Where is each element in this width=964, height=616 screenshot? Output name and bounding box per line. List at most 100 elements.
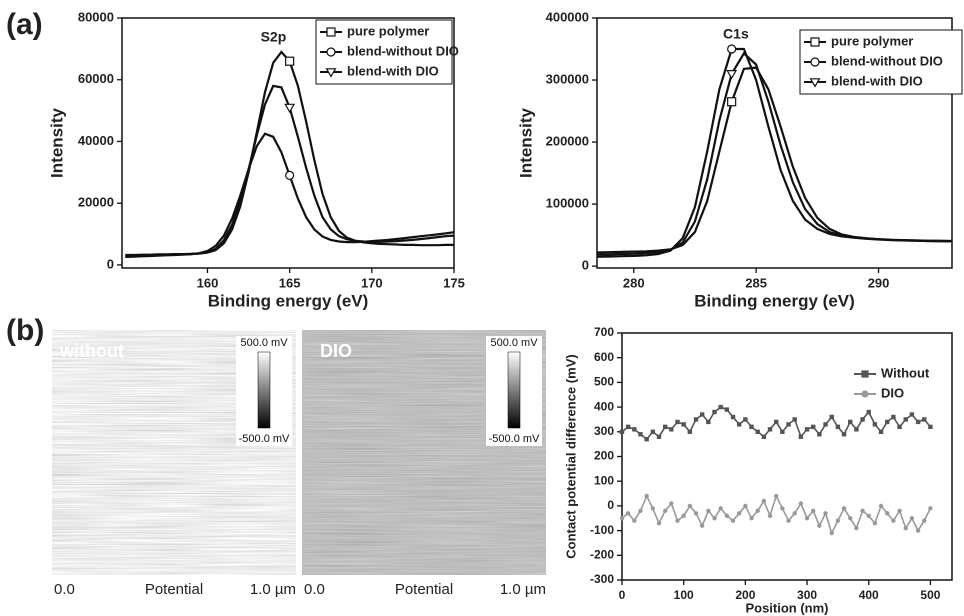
y-tick-label: -200 bbox=[590, 547, 614, 561]
marker bbox=[761, 498, 767, 504]
marker bbox=[656, 520, 662, 526]
image-axis-end: 1.0 µm bbox=[250, 581, 296, 598]
marker bbox=[854, 525, 859, 531]
marker bbox=[897, 424, 902, 430]
x-tick-label: 170 bbox=[361, 275, 383, 290]
marker bbox=[835, 424, 841, 430]
marker bbox=[687, 429, 693, 435]
marker bbox=[915, 528, 921, 533]
y-tick-label: 20000 bbox=[78, 195, 114, 210]
marker bbox=[774, 419, 779, 425]
x-axis-label: Binding energy (eV) bbox=[694, 291, 855, 310]
marker bbox=[706, 419, 711, 425]
marker bbox=[326, 27, 336, 37]
marker bbox=[730, 518, 736, 523]
y-tick-label: 40000 bbox=[78, 133, 114, 148]
marker bbox=[903, 525, 908, 531]
legend: Without DIO bbox=[854, 365, 930, 400]
legend-label: blend-with DIO bbox=[347, 63, 439, 78]
marker bbox=[724, 513, 730, 518]
annotation: C1s bbox=[723, 26, 749, 42]
marker bbox=[866, 513, 871, 518]
legend-frame bbox=[799, 29, 963, 95]
marker bbox=[804, 516, 810, 521]
marker bbox=[835, 518, 841, 523]
marker bbox=[736, 422, 742, 427]
x-tick-label: 500 bbox=[920, 588, 940, 602]
marker bbox=[885, 419, 890, 425]
y-tick-label: 400 bbox=[594, 399, 614, 413]
marker bbox=[872, 520, 878, 526]
marker bbox=[817, 432, 822, 437]
marker bbox=[829, 414, 834, 420]
marker bbox=[650, 429, 656, 435]
marker bbox=[909, 412, 915, 417]
marker bbox=[810, 37, 820, 47]
marker bbox=[922, 417, 927, 422]
marker bbox=[891, 518, 896, 523]
marker bbox=[861, 370, 869, 378]
marker bbox=[619, 429, 625, 435]
marker bbox=[718, 404, 723, 410]
marker bbox=[878, 429, 884, 435]
marker bbox=[792, 511, 797, 516]
marker bbox=[755, 508, 760, 514]
marker bbox=[848, 419, 853, 425]
marker bbox=[681, 422, 686, 427]
marker bbox=[644, 493, 649, 499]
marker bbox=[650, 506, 656, 511]
marker bbox=[699, 523, 705, 528]
marker bbox=[841, 432, 847, 437]
marker bbox=[712, 516, 717, 521]
marker bbox=[774, 493, 779, 499]
marker bbox=[861, 390, 869, 398]
marker bbox=[792, 417, 797, 422]
annotation: S2p bbox=[261, 29, 287, 45]
marker bbox=[817, 523, 822, 528]
marker bbox=[755, 429, 760, 435]
marker bbox=[726, 70, 738, 80]
x-tick-label: 290 bbox=[868, 275, 890, 290]
y-axis-label: Contact potential difference (mV) bbox=[563, 354, 578, 558]
marker bbox=[325, 68, 337, 78]
marker bbox=[767, 427, 773, 432]
marker bbox=[909, 516, 915, 521]
marker bbox=[829, 530, 834, 536]
marker bbox=[699, 412, 705, 417]
marker bbox=[284, 103, 296, 114]
marker bbox=[798, 501, 804, 506]
x-tick-label: 285 bbox=[745, 275, 767, 290]
marker bbox=[724, 407, 730, 412]
image-label: DIO bbox=[320, 341, 352, 361]
marker bbox=[749, 516, 754, 521]
marker bbox=[736, 511, 742, 516]
legend-label: blend-without DIO bbox=[831, 53, 943, 68]
marker bbox=[693, 417, 699, 422]
series-line bbox=[596, 66, 952, 254]
marker bbox=[885, 511, 890, 516]
marker bbox=[897, 508, 902, 514]
x-tick-label: 100 bbox=[674, 588, 694, 602]
legend-label: DIO bbox=[881, 385, 904, 400]
image-axis-start: 0.0 bbox=[54, 581, 75, 598]
marker bbox=[619, 516, 625, 521]
x-axis-label: Binding energy (eV) bbox=[208, 291, 369, 310]
marker bbox=[798, 434, 804, 439]
marker bbox=[848, 516, 853, 521]
x-tick-label: 175 bbox=[443, 275, 465, 290]
marker bbox=[809, 78, 821, 88]
marker bbox=[866, 409, 871, 415]
legend: pure polymer blend-without DIO blend-with … bbox=[315, 19, 459, 85]
marker bbox=[625, 511, 631, 516]
panel-label: (a) bbox=[6, 8, 43, 41]
marker bbox=[915, 419, 921, 425]
x-tick-label: 400 bbox=[859, 588, 879, 602]
marker bbox=[780, 506, 785, 511]
marker bbox=[743, 417, 748, 422]
y-tick-label: 600 bbox=[594, 350, 614, 364]
marker bbox=[693, 511, 699, 516]
x-tick-label: 0 bbox=[619, 588, 626, 602]
y-tick-label: 200000 bbox=[546, 134, 589, 149]
marker bbox=[922, 518, 927, 523]
